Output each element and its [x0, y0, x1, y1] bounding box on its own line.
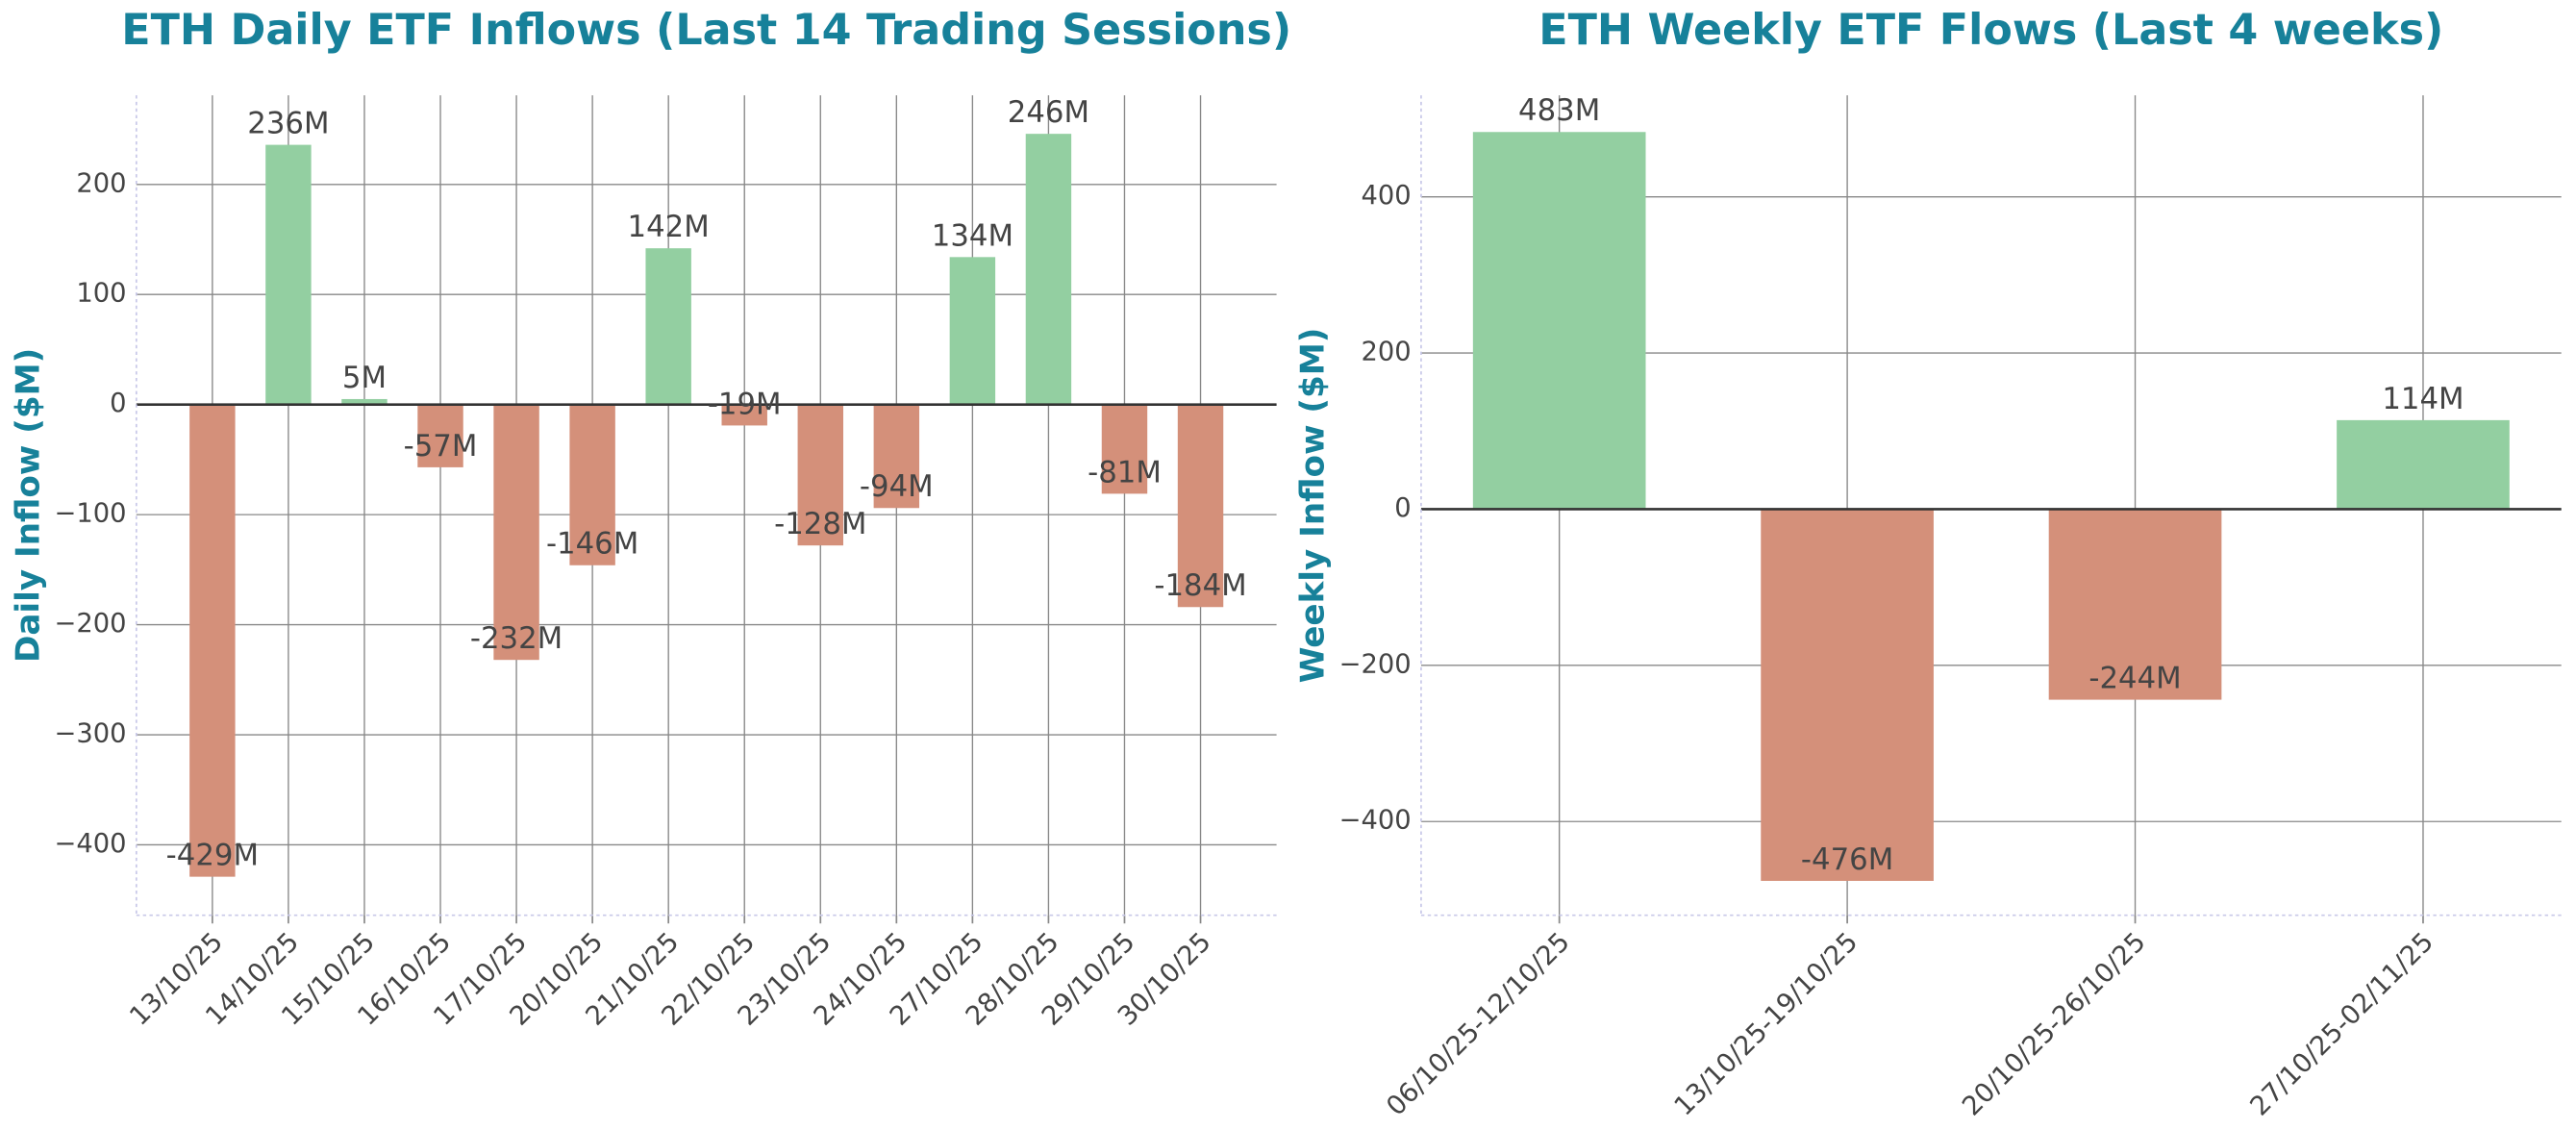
bar: [1761, 509, 1934, 881]
chart-title: ETH Daily ETF Inflows (Last 14 Trading S…: [121, 6, 1291, 55]
x-tick-label: 27/10/25-02/11/25: [2245, 927, 2439, 1121]
bar: [1472, 132, 1646, 510]
value-label: -57M: [404, 429, 478, 464]
y-tick-label: 0: [110, 389, 126, 418]
y-tick-label: 200: [76, 168, 126, 198]
value-label: -429M: [166, 839, 259, 873]
x-tick-label: 20/10/25-26/10/25: [1957, 927, 2151, 1121]
value-label: 483M: [1518, 93, 1600, 128]
value-label: 236M: [247, 107, 329, 141]
bar: [797, 404, 843, 546]
y-tick-label: 0: [1394, 493, 1411, 523]
y-tick-label: 400: [1362, 181, 1412, 211]
bar: [417, 404, 463, 467]
y-tick-label: −400: [54, 829, 126, 859]
value-label: 5M: [342, 361, 387, 395]
bar: [873, 404, 920, 509]
bar: [1101, 404, 1148, 494]
value-label: 142M: [628, 210, 710, 244]
value-label: -94M: [860, 469, 934, 504]
value-label: -184M: [1154, 568, 1246, 603]
y-tick-label: 200: [1362, 338, 1412, 367]
bar: [2337, 419, 2510, 510]
bar: [2048, 509, 2222, 700]
value-label: -146M: [546, 527, 638, 562]
bar: [493, 404, 539, 661]
value-label: 134M: [932, 218, 1013, 253]
chart-root: ETH Daily ETF Inflows (Last 14 Trading S…: [9, 6, 2562, 1121]
bar: [721, 404, 767, 426]
chart-title: ETH Weekly ETF Flows (Last 4 weeks): [1538, 6, 2443, 55]
y-tick-label: 100: [76, 279, 126, 309]
value-label: -232M: [470, 621, 563, 656]
bar: [341, 398, 388, 405]
bar: [1025, 134, 1072, 405]
value-label: -19M: [708, 387, 782, 421]
x-tick-label: 13/10/25-19/10/25: [1669, 927, 1863, 1121]
y-tick-label: −400: [1339, 806, 1412, 836]
y-tick-label: −100: [54, 499, 126, 529]
bar: [265, 144, 312, 405]
y-tick-label: −200: [1339, 649, 1412, 679]
bar: [189, 404, 236, 877]
value-label: 114M: [2382, 382, 2463, 416]
value-label: -128M: [774, 507, 866, 541]
value-label: 246M: [1008, 95, 1089, 130]
bar: [569, 404, 615, 565]
x-tick-label: 06/10/25-12/10/25: [1381, 927, 1575, 1121]
bar: [1177, 404, 1224, 608]
bar: [645, 248, 691, 405]
bar: [949, 257, 996, 405]
value-label: -81M: [1088, 455, 1162, 490]
value-label: -244M: [2088, 662, 2181, 696]
y-axis-label: Weekly Inflow ($M): [1293, 328, 1332, 684]
value-label: -476M: [1801, 842, 1893, 877]
y-tick-label: −200: [54, 609, 126, 639]
y-tick-label: −300: [54, 719, 126, 749]
y-axis-label: Daily Inflow ($M): [9, 348, 47, 663]
